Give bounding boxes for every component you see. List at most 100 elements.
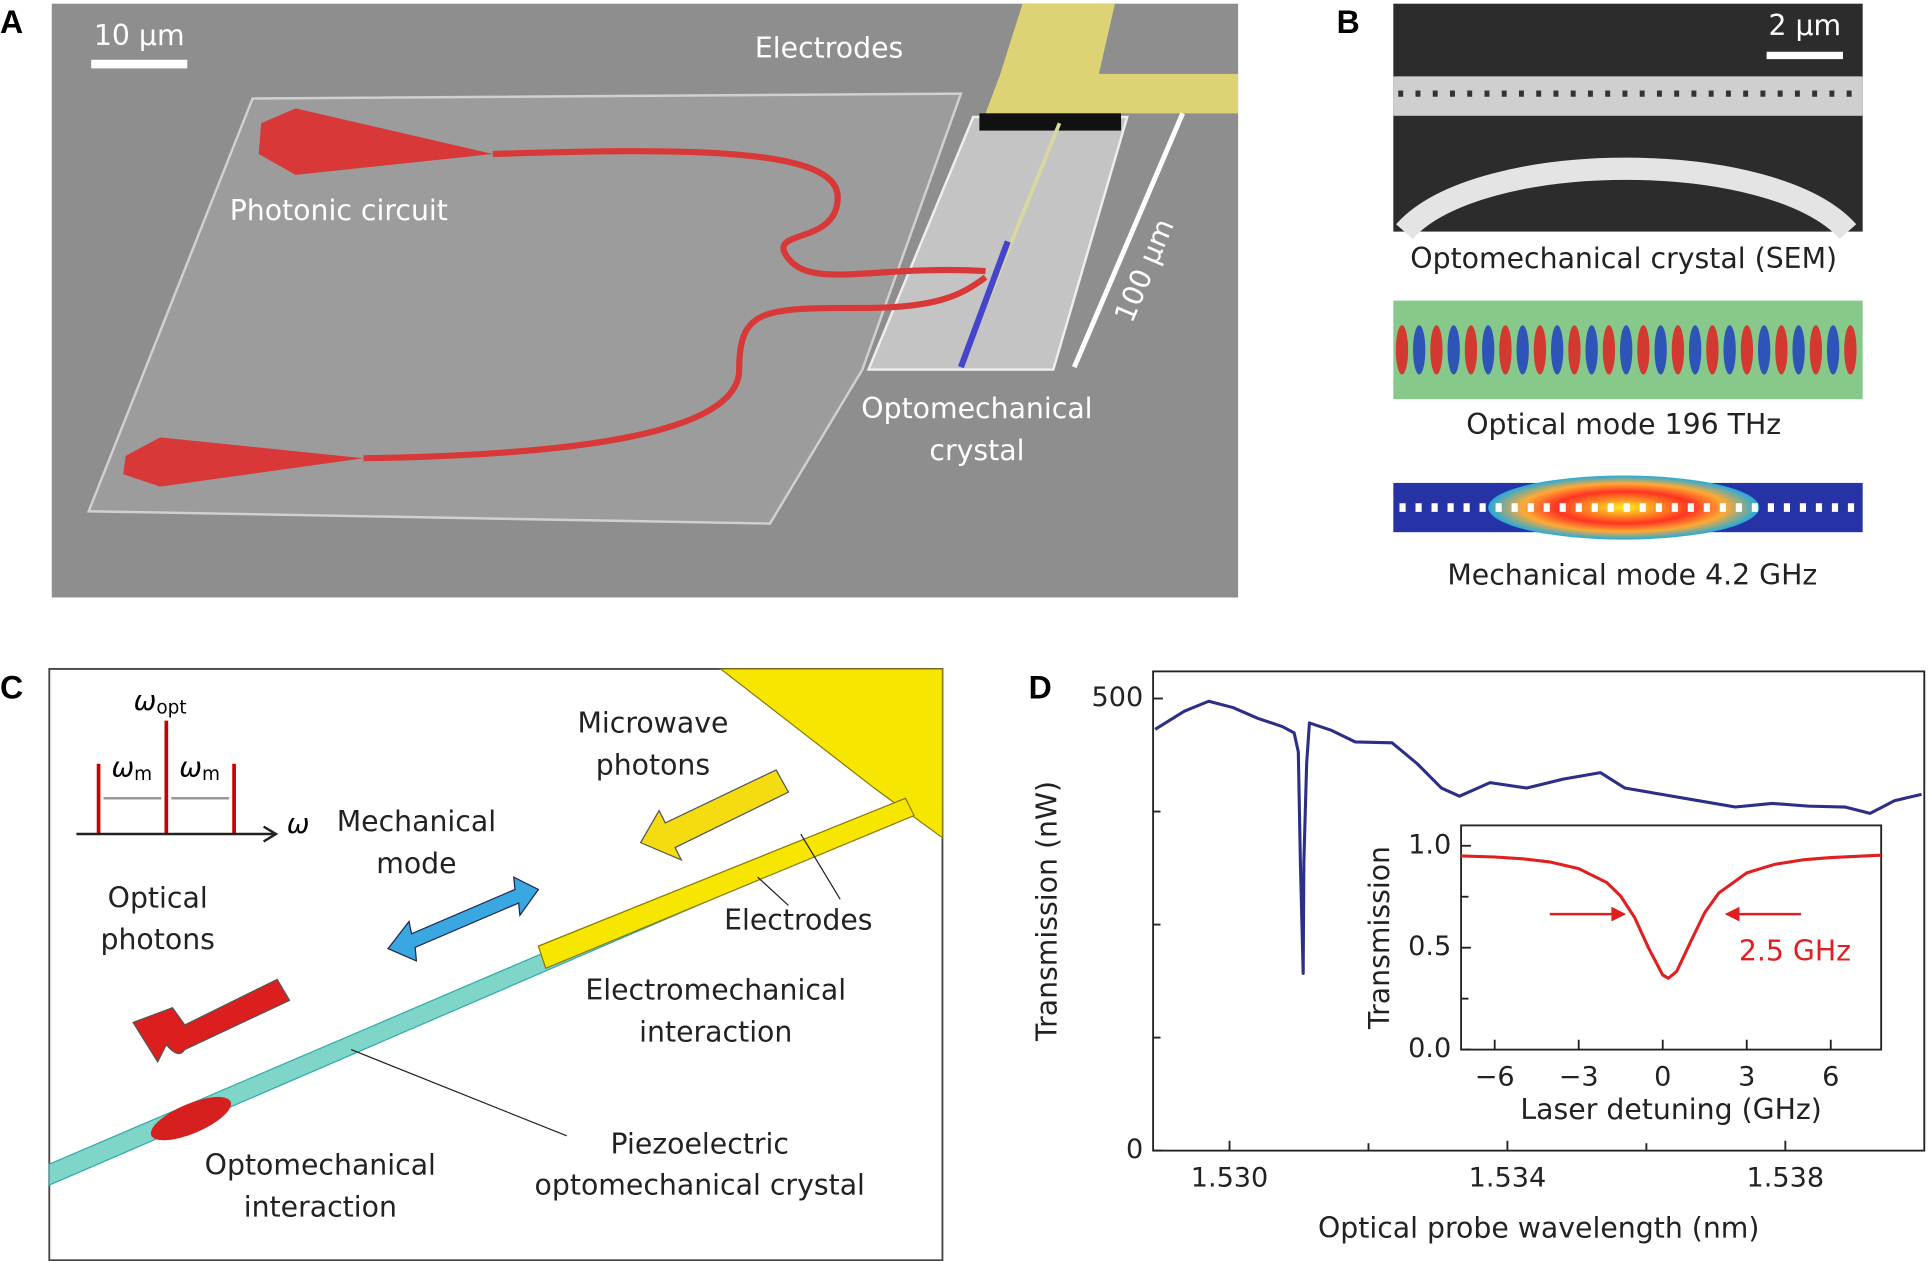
ring [1396,157,1857,240]
panel-label: B [1337,4,1360,40]
gap [979,113,1122,131]
plot-frame [1460,824,1883,1051]
label: Optomechanical [205,1149,436,1182]
data-line [1461,853,1882,980]
y-axis-label: Transmission [1363,846,1396,1030]
x-tick-label: −3 [1559,1061,1599,1092]
label: photons [100,923,214,956]
panel-label: C [0,669,23,705]
panel-d: D 1.530 1.534 1.538 0 500 Optical probe wavel… [1029,669,1926,1244]
omega: ω [287,809,310,840]
label: Photonic circuit [230,194,448,227]
x-tick-label: 1.534 [1469,1162,1547,1193]
panel-a: A 10 μm Electrodes Photonic circuit 100 … [0,3,1239,598]
scale-text: 2 μm [1768,9,1841,42]
leader [350,1049,567,1137]
label: Electromechanical [585,974,846,1007]
lobe [1740,325,1754,375]
lobe [1447,325,1460,375]
label: Piezoelectric [611,1128,789,1161]
lobe [1482,325,1495,375]
electrode-pad [718,668,944,839]
label: crystal [929,434,1024,467]
x-tick-label: 0 [1654,1061,1671,1092]
label: mode [376,847,456,880]
lobe [1413,325,1426,375]
lobe [1516,325,1529,375]
x-tick-label: 1.530 [1191,1162,1269,1193]
lobe [1792,325,1805,375]
lobe [1826,325,1840,375]
arrowhead [1724,906,1740,922]
grating [258,108,493,175]
panel-c: C ωopt ωm ωm ω Microwave photons Mechani… [0,668,944,1261]
lobe [1775,325,1788,375]
optical-mode [150,1096,232,1141]
annotation: 2.5 GHz [1739,934,1851,967]
mode-lobes [1395,325,1857,375]
y-tick-label: 1.0 [1408,829,1451,860]
x-tick-label: −6 [1475,1061,1515,1092]
lobe [1844,325,1857,375]
mechanical-arrow [387,876,540,962]
label: interaction [639,1016,792,1049]
y-tick-label: 0.5 [1408,931,1451,962]
leader [757,876,789,906]
label: Electrodes [755,31,903,64]
grating [123,437,364,487]
arrowhead [263,825,279,843]
lobe [1671,325,1685,375]
plot-frame [1152,670,1926,1152]
y-tick-label: 0.0 [1408,1033,1451,1064]
x-tick-label: 3 [1738,1061,1755,1092]
lobe [1430,325,1443,375]
optical-arrow [132,978,291,1064]
label: Microwave [577,706,728,739]
lobe [1637,325,1650,375]
microwave-arrow [639,769,790,862]
lobe [1568,325,1581,375]
panel-label: D [1029,669,1052,705]
lobe [1688,325,1702,375]
leader [800,833,841,900]
label: interaction [244,1191,397,1224]
lobe [1602,325,1616,375]
label: Optical [108,881,208,914]
y-tick-label: 500 [1092,682,1144,713]
caption: Optical mode 196 THz [1466,408,1781,441]
lobe [1395,325,1409,375]
lobe [1620,325,1633,375]
lobe [1706,325,1719,375]
caption: Optomechanical crystal (SEM) [1410,242,1837,275]
lobe [1809,325,1823,375]
scale-text: 10 μm [94,19,185,52]
omega-opt: ωopt [134,686,187,719]
lobe [1499,325,1512,375]
arrowhead [1611,906,1627,922]
omega-m: ωm [111,752,152,785]
y-tick-label: 0 [1126,1134,1143,1165]
platform [86,92,963,525]
x-axis-label: Laser detuning (GHz) [1520,1093,1821,1126]
crystal-beam [958,240,1011,369]
label: optomechanical crystal [535,1168,865,1201]
length-bar [1071,112,1185,369]
panel-label: A [0,4,23,40]
panel-b: B 2 μm Optomechanical crystal (SEM) Opti… [1337,3,1863,592]
label: Mechanical [337,805,496,838]
waveguide [363,148,988,462]
electrodes [985,3,1239,114]
lobe [1533,325,1547,375]
data-line [1154,699,1922,975]
x-axis-label: Optical probe wavelength (nm) [1318,1211,1759,1244]
lobe [1757,325,1771,375]
x-tick-label: 6 [1822,1061,1839,1092]
lobe [1585,325,1598,375]
omega-m: ωm [179,752,220,785]
label: photons [596,748,710,781]
label: Electrodes [724,903,872,936]
y-axis-label: Transmission (nW) [1030,781,1063,1042]
lobe [1464,325,1478,375]
frame [48,668,944,1261]
electrode [537,797,915,970]
